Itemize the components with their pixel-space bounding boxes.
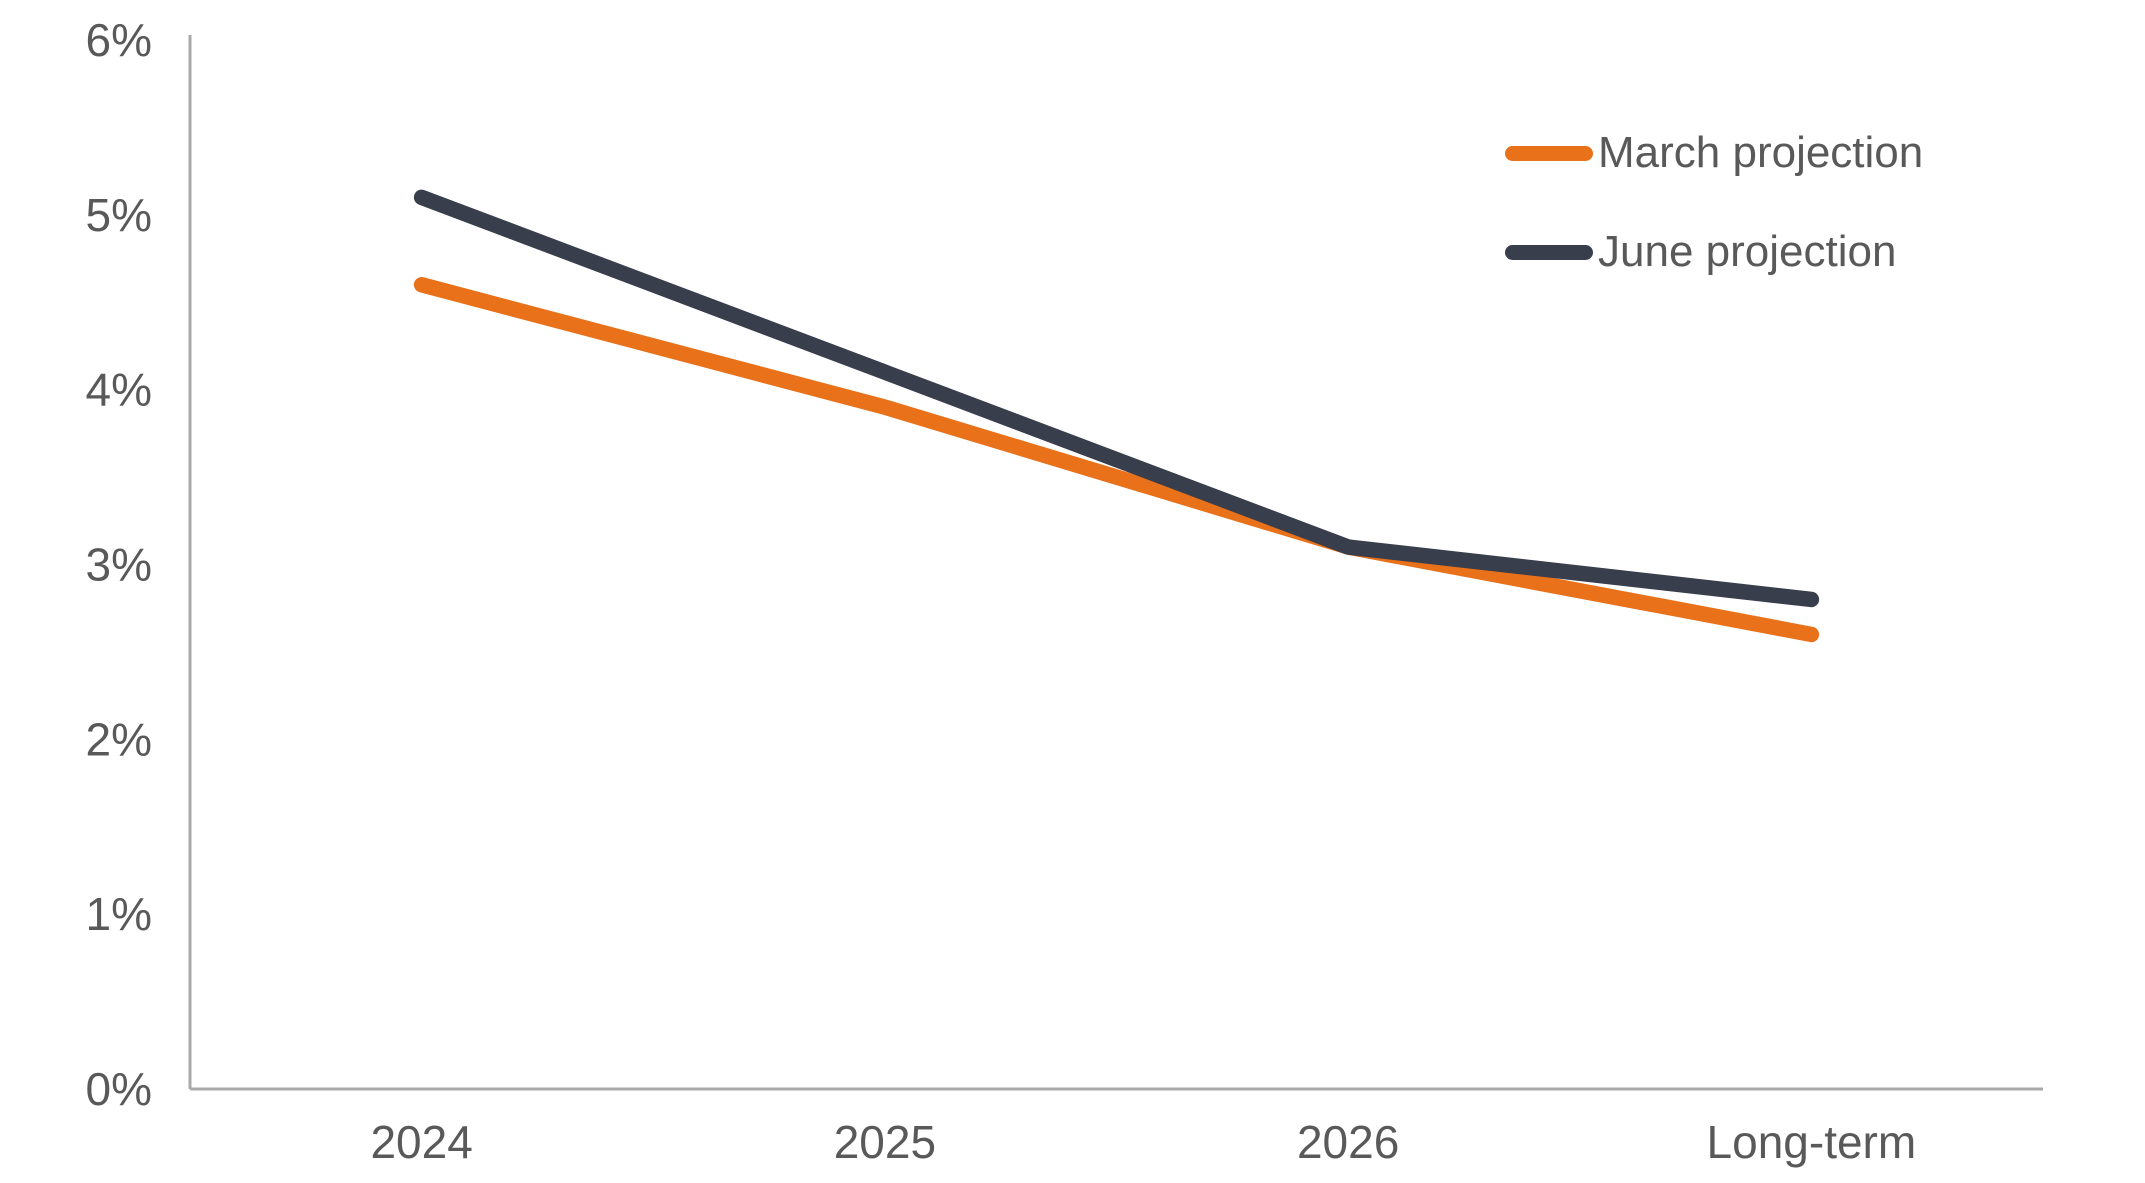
legend-line-swatch-march [1505, 145, 1593, 161]
y-tick-label: 5% [86, 189, 152, 241]
legend-line-swatch-june [1505, 244, 1593, 260]
series-line-june-projection [413, 189, 1820, 608]
y-tick-label: 0% [86, 1063, 152, 1115]
series-line-march-projection [413, 277, 1820, 643]
y-tick-label: 3% [86, 539, 152, 591]
legend: March projection June projection [1505, 124, 1923, 281]
legend-label: March projection [1598, 128, 1924, 177]
y-tick-label: 6% [86, 14, 152, 66]
legend-item-march: March projection [1505, 124, 1923, 182]
x-tick-label: 2025 [834, 1116, 936, 1168]
y-tick-label: 1% [86, 888, 152, 940]
x-tick-label: 2024 [370, 1116, 472, 1168]
y-tick-label: 4% [86, 364, 152, 416]
legend-label: June projection [1598, 227, 1897, 276]
y-tick-label: 2% [86, 713, 152, 765]
legend-item-june: June projection [1505, 223, 1923, 281]
x-tick-label: Long-term [1707, 1116, 1917, 1168]
x-tick-label: 2026 [1297, 1116, 1399, 1168]
